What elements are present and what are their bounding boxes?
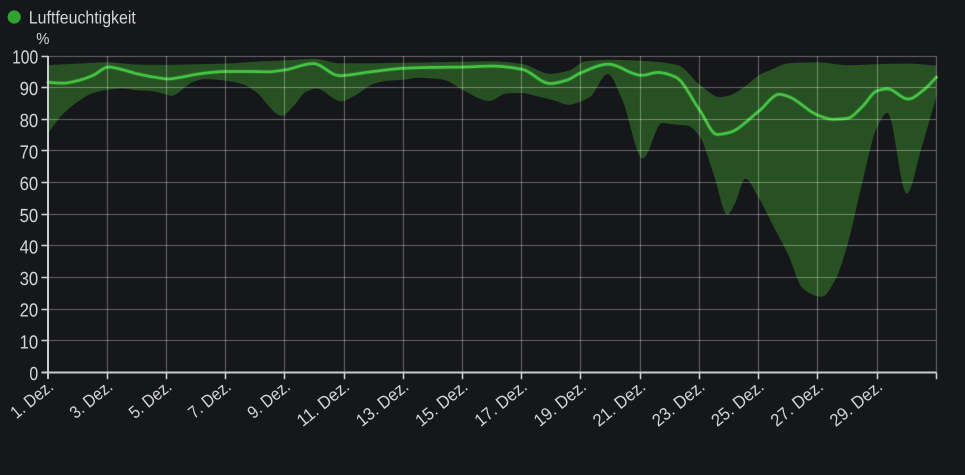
svg-text:Luftfeuchtigkeit: Luftfeuchtigkeit: [29, 8, 136, 28]
svg-text:10: 10: [20, 332, 39, 353]
svg-text:50: 50: [20, 206, 39, 227]
svg-text:100: 100: [12, 48, 38, 69]
svg-text:%: %: [36, 31, 49, 48]
svg-text:90: 90: [20, 79, 39, 100]
svg-text:40: 40: [20, 237, 39, 258]
svg-text:70: 70: [20, 143, 39, 164]
svg-text:0: 0: [29, 364, 38, 385]
svg-text:80: 80: [20, 111, 39, 132]
svg-text:30: 30: [20, 269, 39, 290]
svg-text:20: 20: [20, 301, 39, 322]
svg-text:60: 60: [20, 174, 39, 195]
